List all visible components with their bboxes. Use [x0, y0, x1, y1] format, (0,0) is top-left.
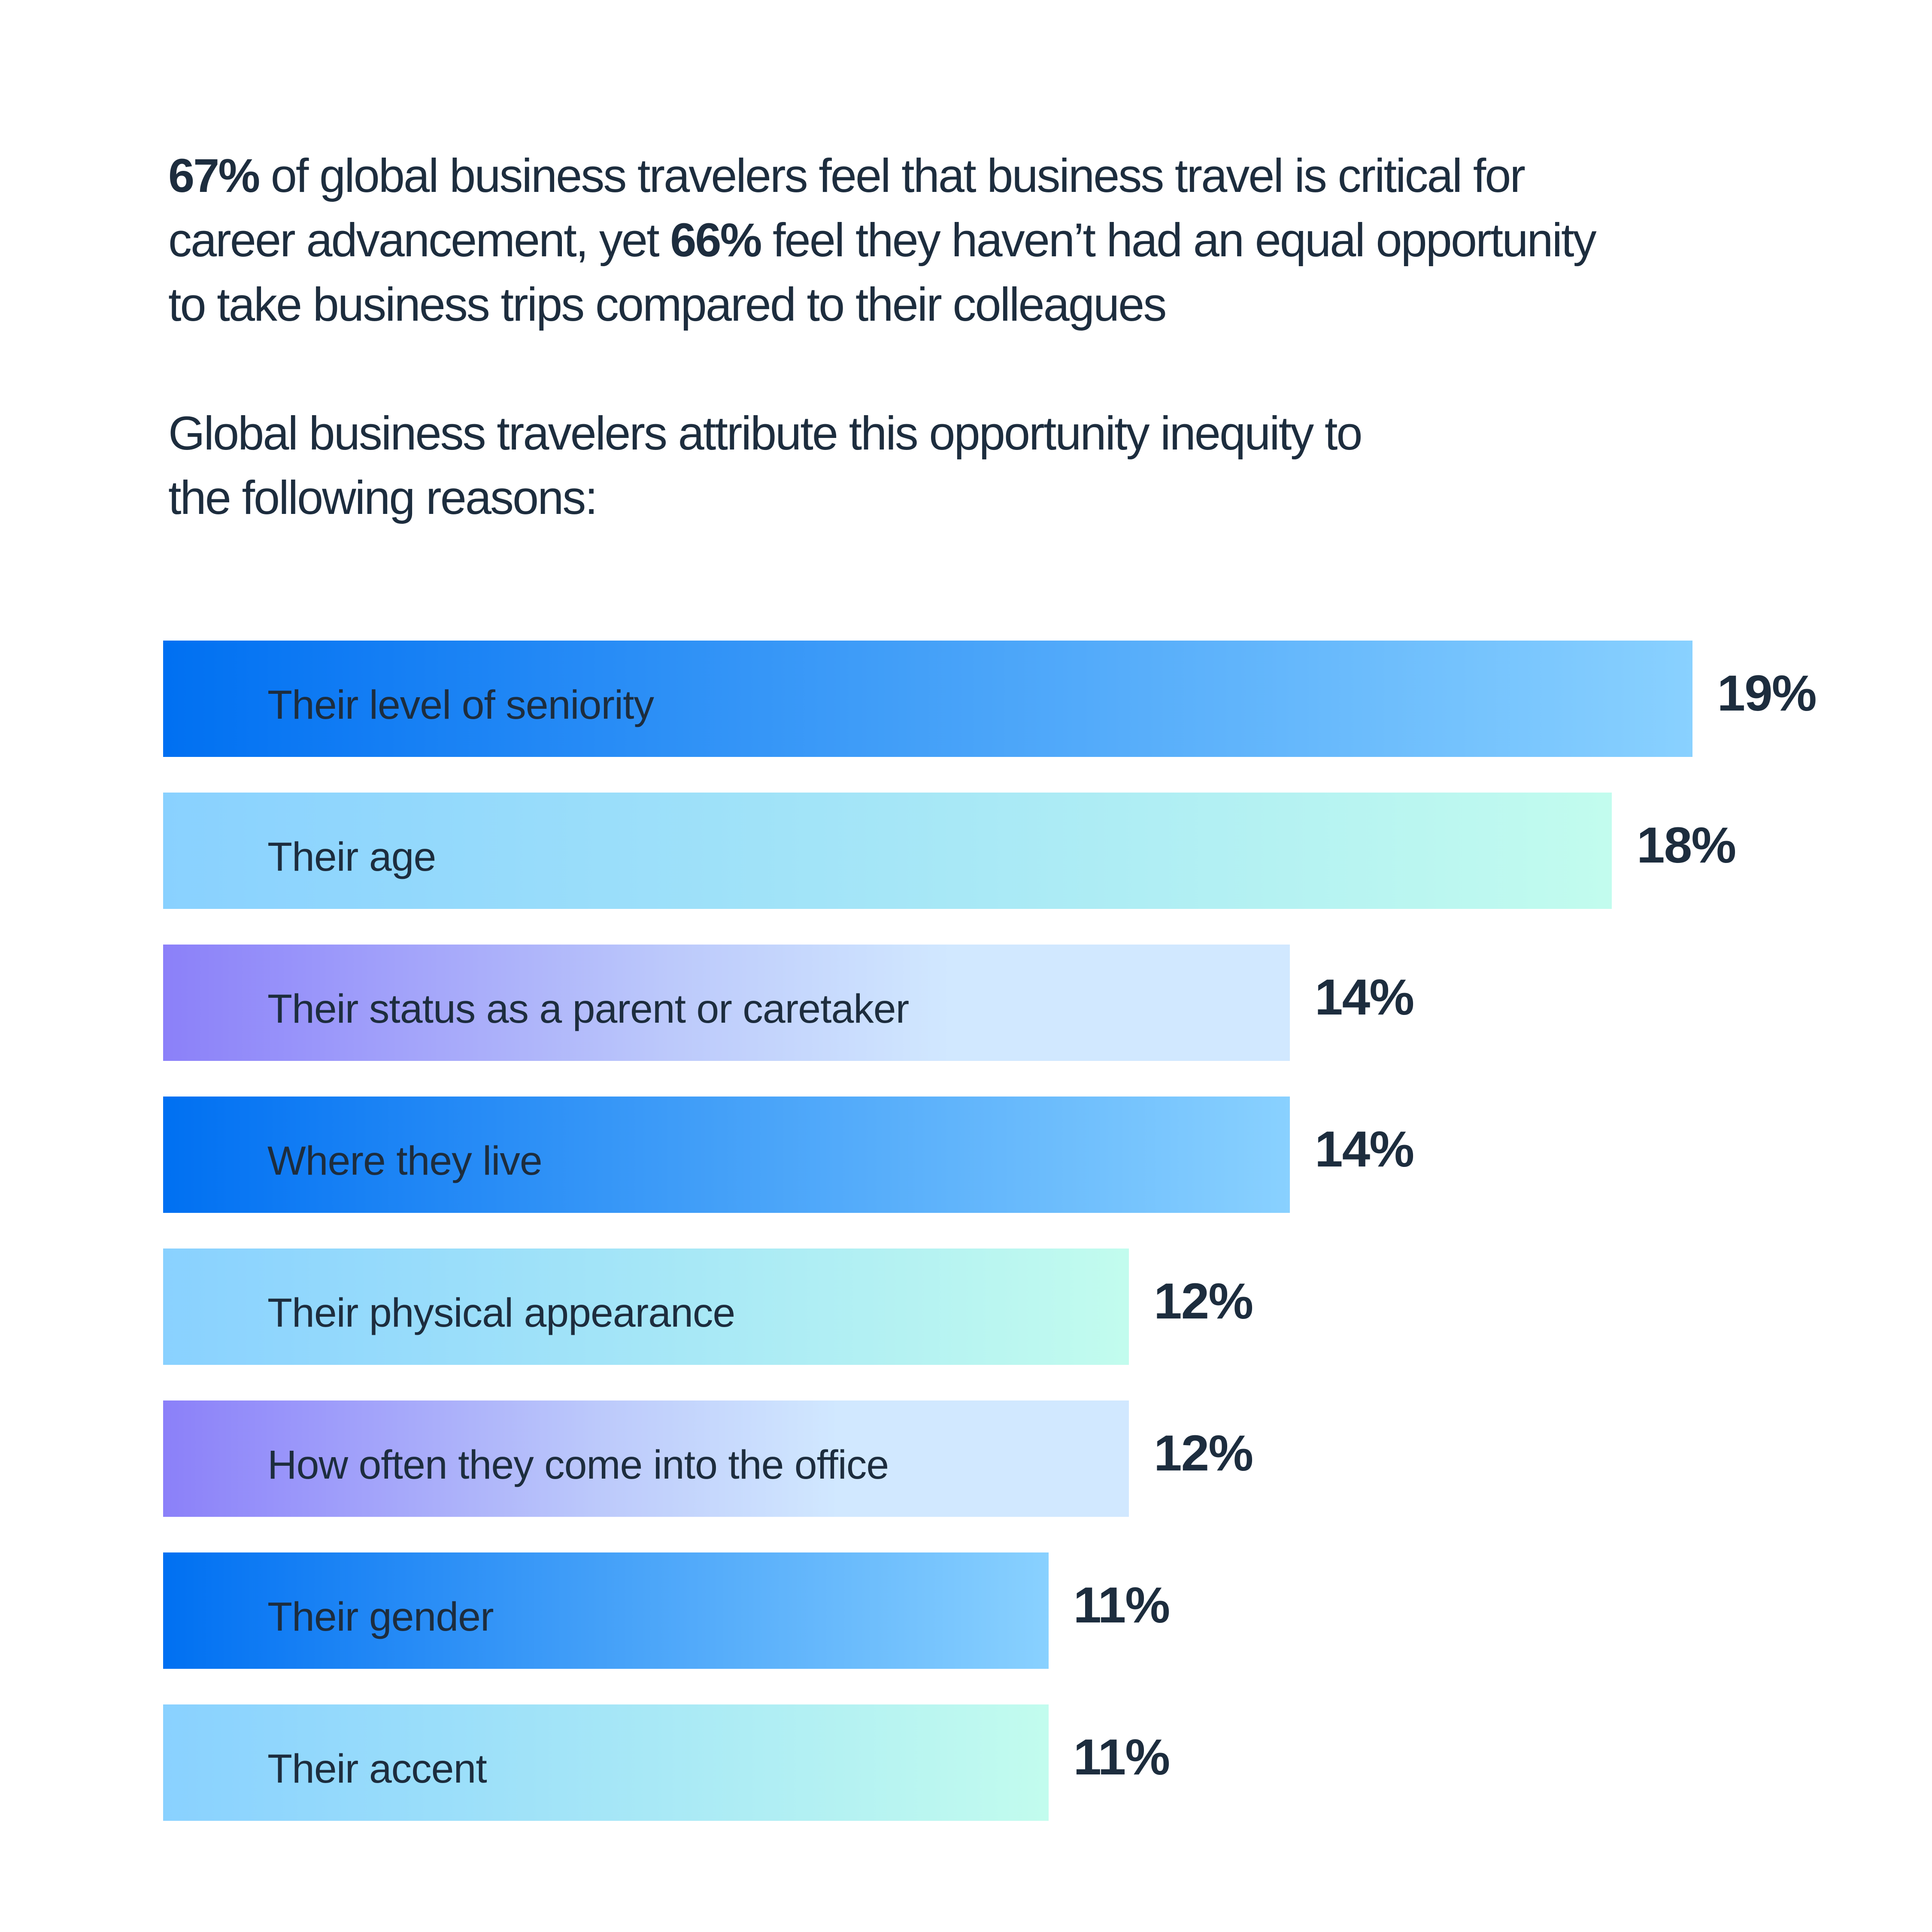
headline-line: career advancement, yet 66% feel they ha…	[168, 208, 1597, 273]
bar-value-label: 12%	[1154, 1273, 1253, 1330]
headline-text: of global business travelers feel that b…	[259, 149, 1526, 202]
bar-category-label: Their age	[267, 834, 436, 880]
bar: Their age	[163, 793, 1612, 909]
bar-category-label: Their status as a parent or caretaker	[267, 986, 909, 1032]
headline-text: to take business trips compared to their…	[168, 278, 1167, 331]
bar-category-label: How often they come into the office	[267, 1442, 889, 1488]
bar-category-label: Their gender	[267, 1594, 494, 1640]
headline-line: 67% of global business travelers feel th…	[168, 144, 1595, 208]
subheading-line: the following reasons:	[168, 471, 598, 524]
bar-value-label: 11%	[1073, 1729, 1171, 1786]
headline: 67% of global business travelers feel th…	[168, 144, 1597, 337]
bar: Their gender	[163, 1552, 1049, 1669]
highlight-stat: 67%	[168, 149, 260, 202]
bar-category-label: Where they live	[267, 1138, 543, 1184]
bar-category-label: Their physical appearance	[267, 1290, 735, 1336]
headline-text: feel they haven’t had an equal opportuni…	[761, 214, 1597, 267]
bar-category-label: Their level of seniority	[267, 682, 654, 728]
bar-value-label: 19%	[1717, 665, 1817, 722]
bar-category-label: Their accent	[267, 1746, 487, 1792]
bar-value-label: 14%	[1315, 1121, 1414, 1178]
bar: Their level of seniority	[163, 641, 1692, 757]
subheading: Global business travelers attribute this…	[168, 401, 1363, 530]
headline-line: to take business trips compared to their…	[168, 273, 1595, 337]
bar: Their status as a parent or caretaker	[163, 945, 1290, 1061]
bar: How often they come into the office	[163, 1400, 1129, 1517]
subheading-line: Global business travelers attribute this…	[168, 407, 1363, 460]
bar: Where they live	[163, 1097, 1290, 1213]
bar-value-label: 11%	[1073, 1577, 1171, 1634]
highlight-stat: 66%	[670, 214, 762, 267]
bar: Their physical appearance	[163, 1249, 1129, 1365]
headline-text: career advancement, yet	[168, 214, 670, 267]
bar: Their accent	[163, 1704, 1049, 1821]
bar-value-label: 14%	[1315, 969, 1414, 1026]
bar-value-label: 12%	[1154, 1425, 1253, 1482]
bar-value-label: 18%	[1637, 817, 1736, 874]
